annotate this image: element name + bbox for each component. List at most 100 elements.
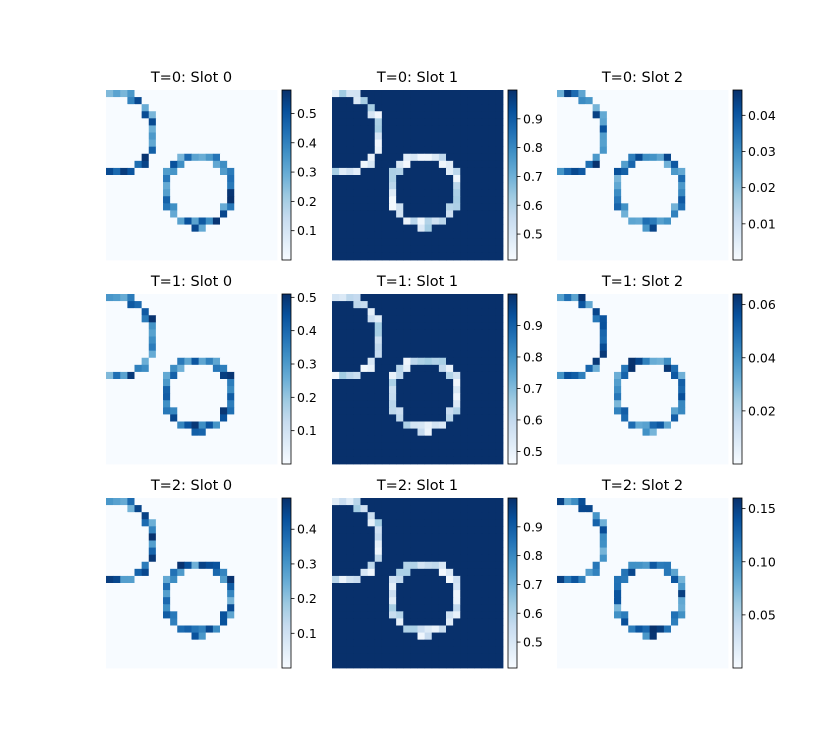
heatmap-cell <box>678 379 686 387</box>
heatmap-cell <box>685 336 693 344</box>
heatmap-cell <box>481 639 490 648</box>
heatmap-cell <box>713 167 722 176</box>
heatmap-cell <box>713 329 722 337</box>
heatmap-cell <box>410 442 418 451</box>
heatmap-cell <box>678 315 686 323</box>
heatmap-cell <box>360 379 369 387</box>
heatmap-cell <box>360 393 369 401</box>
heatmap-cell <box>113 336 121 344</box>
heatmap-cell <box>571 364 579 373</box>
heatmap-cell <box>127 590 135 598</box>
heatmap-cell <box>163 167 171 176</box>
heatmap-cell <box>262 653 271 662</box>
heatmap-cell <box>699 224 708 233</box>
heatmap-cell <box>431 604 440 612</box>
heatmap-cell <box>557 386 565 394</box>
heatmap-cell <box>353 118 361 126</box>
heatmap-cell <box>220 498 228 506</box>
heatmap-cell <box>389 526 397 534</box>
heatmap-cell <box>184 294 192 302</box>
heatmap-cell <box>424 224 433 233</box>
heatmap-cell <box>460 322 468 330</box>
heatmap-cell <box>678 371 686 380</box>
heatmap-cell <box>614 146 622 155</box>
heatmap-cell <box>113 519 121 527</box>
heatmap-cell <box>481 175 490 183</box>
heatmap-cell <box>699 540 708 548</box>
heatmap-cell <box>606 104 615 112</box>
heatmap-cell <box>685 118 693 126</box>
heatmap-cell <box>241 182 249 190</box>
heatmap-cell <box>212 575 221 584</box>
heatmap-cell <box>685 505 693 513</box>
heatmap-cell <box>381 547 390 556</box>
heatmap-cell <box>557 364 565 373</box>
heatmap-cell <box>564 498 572 506</box>
heatmap-cell <box>374 245 383 254</box>
heatmap-cell <box>234 125 242 133</box>
heatmap-cell <box>205 540 214 548</box>
heatmap-cell <box>410 512 418 520</box>
heatmap-cell <box>649 575 658 584</box>
heatmap-cell <box>410 336 418 344</box>
heatmap-cell <box>339 322 347 330</box>
heatmap-cell <box>106 364 114 373</box>
heatmap-cell <box>495 597 504 605</box>
heatmap-cell <box>410 618 418 626</box>
heatmap-cell <box>621 182 629 190</box>
heatmap-cell <box>635 449 643 458</box>
heatmap-cell <box>163 104 171 112</box>
heatmap-cell <box>163 315 171 323</box>
heatmap-cell <box>410 252 418 261</box>
heatmap-cell <box>446 203 454 211</box>
heatmap-cell <box>592 315 601 323</box>
heatmap-cell <box>706 132 715 140</box>
heatmap-cell <box>585 104 594 112</box>
heatmap-cell <box>381 252 390 261</box>
heatmap-cell <box>381 512 390 520</box>
heatmap-cell <box>592 167 601 176</box>
heatmap-cell <box>381 217 390 225</box>
heatmap-cell <box>177 653 185 662</box>
heatmap-cell <box>417 132 426 140</box>
heatmap-cell <box>141 575 150 584</box>
heatmap-cell <box>255 371 264 380</box>
heatmap-cell <box>431 252 440 261</box>
heatmap-cell <box>191 611 200 619</box>
heatmap-cell <box>446 519 454 527</box>
heatmap-cell <box>649 547 658 556</box>
heatmap-cell <box>360 97 369 105</box>
heatmap-cell <box>446 350 454 359</box>
heatmap-cell <box>127 414 135 422</box>
heatmap-cell <box>635 238 643 247</box>
heatmap-cell <box>678 407 686 415</box>
heatmap-cell <box>488 498 497 506</box>
heatmap-cell <box>424 386 433 394</box>
heatmap-cell <box>403 160 411 169</box>
heatmap-cell <box>720 301 729 309</box>
heatmap-cell <box>649 224 658 233</box>
heatmap-cell <box>120 132 128 140</box>
heatmap-cell <box>339 646 347 655</box>
heatmap-cell <box>446 182 454 190</box>
heatmap-cell <box>431 217 440 225</box>
heatmap-cell <box>403 301 411 309</box>
heatmap-cell <box>113 505 121 513</box>
heatmap-cell <box>170 139 178 148</box>
heatmap-cell <box>621 456 629 465</box>
panel-title: T=1: Slot 2 <box>601 274 683 290</box>
heatmap-cell <box>438 547 447 556</box>
heatmap-cell <box>148 590 157 598</box>
heatmap-cell <box>571 125 579 133</box>
heatmap-cell <box>614 421 622 429</box>
heatmap-cell <box>177 97 185 105</box>
heatmap-cell <box>467 160 475 169</box>
heatmap-cell <box>255 336 264 344</box>
heatmap-cell <box>127 132 135 140</box>
heatmap-cell <box>227 442 235 451</box>
heatmap-cell <box>564 526 572 534</box>
heatmap-cell <box>346 561 354 570</box>
heatmap-cell <box>481 189 490 197</box>
heatmap-cell <box>198 575 207 584</box>
heatmap-cell <box>592 189 601 197</box>
